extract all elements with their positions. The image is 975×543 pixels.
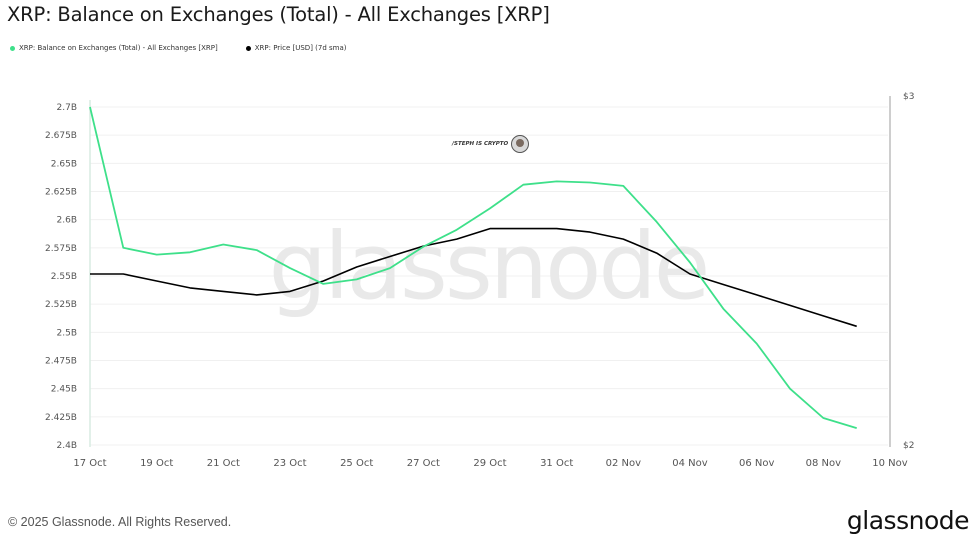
copyright-text: © 2025 Glassnode. All Rights Reserved. — [8, 515, 232, 529]
watermark-text: glassnode — [269, 213, 708, 320]
y-left-tick-label: 2.45B — [51, 385, 77, 395]
x-tick-label: 21 Oct — [207, 458, 240, 469]
y-right-tick-label: $3 — [903, 92, 914, 102]
x-tick-label: 27 Oct — [407, 458, 440, 469]
price-line[interactable] — [90, 227, 857, 328]
x-tick-label: 25 Oct — [340, 458, 373, 469]
y-right-tick-label: $2 — [903, 441, 914, 451]
x-tick-label: 06 Nov — [739, 458, 775, 469]
y-left-tick-label: 2.475B — [45, 357, 77, 367]
y-left-tick-label: 2.4B — [57, 441, 78, 451]
y-left-tick-label: 2.55B — [51, 272, 77, 282]
y-left-tick-label: 2.6B — [57, 216, 78, 226]
y-left-tick-label: 2.675B — [45, 131, 77, 141]
watermark-badge: /STEPH IS CRYPTO — [452, 135, 530, 153]
legend-label-price: XRP: Price [USD] (7d sma) — [254, 44, 347, 52]
y-left-tick-label: 2.625B — [45, 188, 77, 198]
x-tick-label: 10 Nov — [872, 458, 908, 469]
y-left-tick-label: 2.5B — [57, 328, 78, 338]
y-left-tick-label: 2.65B — [51, 159, 77, 169]
balance-line[interactable] — [89, 106, 857, 429]
chart-title: XRP: Balance on Exchanges (Total) - All … — [7, 3, 550, 26]
watermark-badge-text: /STEPH IS CRYPTO — [452, 141, 509, 147]
x-tick-label: 23 Oct — [273, 458, 306, 469]
y-axis-left: 2.7B 2.675B 2.65B 2.625B 2.6B 2.575B 2.55B 2.52… — [45, 103, 77, 451]
legend-item-price[interactable]: XRP: Price [USD] (7d sma) — [245, 44, 347, 52]
y-left-tick-label: 2.425B — [45, 413, 77, 423]
x-tick-label: 02 Nov — [606, 458, 642, 469]
x-tick-label: 19 Oct — [140, 458, 173, 469]
legend-dot-green-icon — [10, 45, 15, 51]
y-axis-right: $3 $2 — [903, 92, 914, 451]
y-left-tick-label: 2.7B — [57, 103, 78, 113]
x-tick-label: 29 Oct — [473, 458, 506, 469]
legend-label-balance: XRP: Balance on Exchanges (Total) - All … — [19, 44, 218, 52]
legend: XRP: Balance on Exchanges (Total) - All … — [10, 44, 346, 52]
x-tick-label: 04 Nov — [672, 458, 708, 469]
y-left-tick-label: 2.525B — [45, 300, 77, 310]
x-tick-label: 08 Nov — [806, 458, 842, 469]
y-left-tick-label: 2.575B — [45, 244, 77, 254]
gridlines — [90, 106, 888, 446]
legend-item-balance[interactable]: XRP: Balance on Exchanges (Total) - All … — [10, 44, 218, 52]
x-tick-label: 17 Oct — [73, 458, 106, 469]
x-tick-label: 31 Oct — [540, 458, 573, 469]
legend-dot-black-icon — [245, 45, 251, 51]
glassnode-logo: glassnode — [846, 506, 970, 535]
x-axis: 17 Oct 19 Oct 21 Oct 23 Oct 25 Oct 27 Oct 29 O… — [73, 458, 907, 469]
avatar-icon — [511, 135, 530, 153]
